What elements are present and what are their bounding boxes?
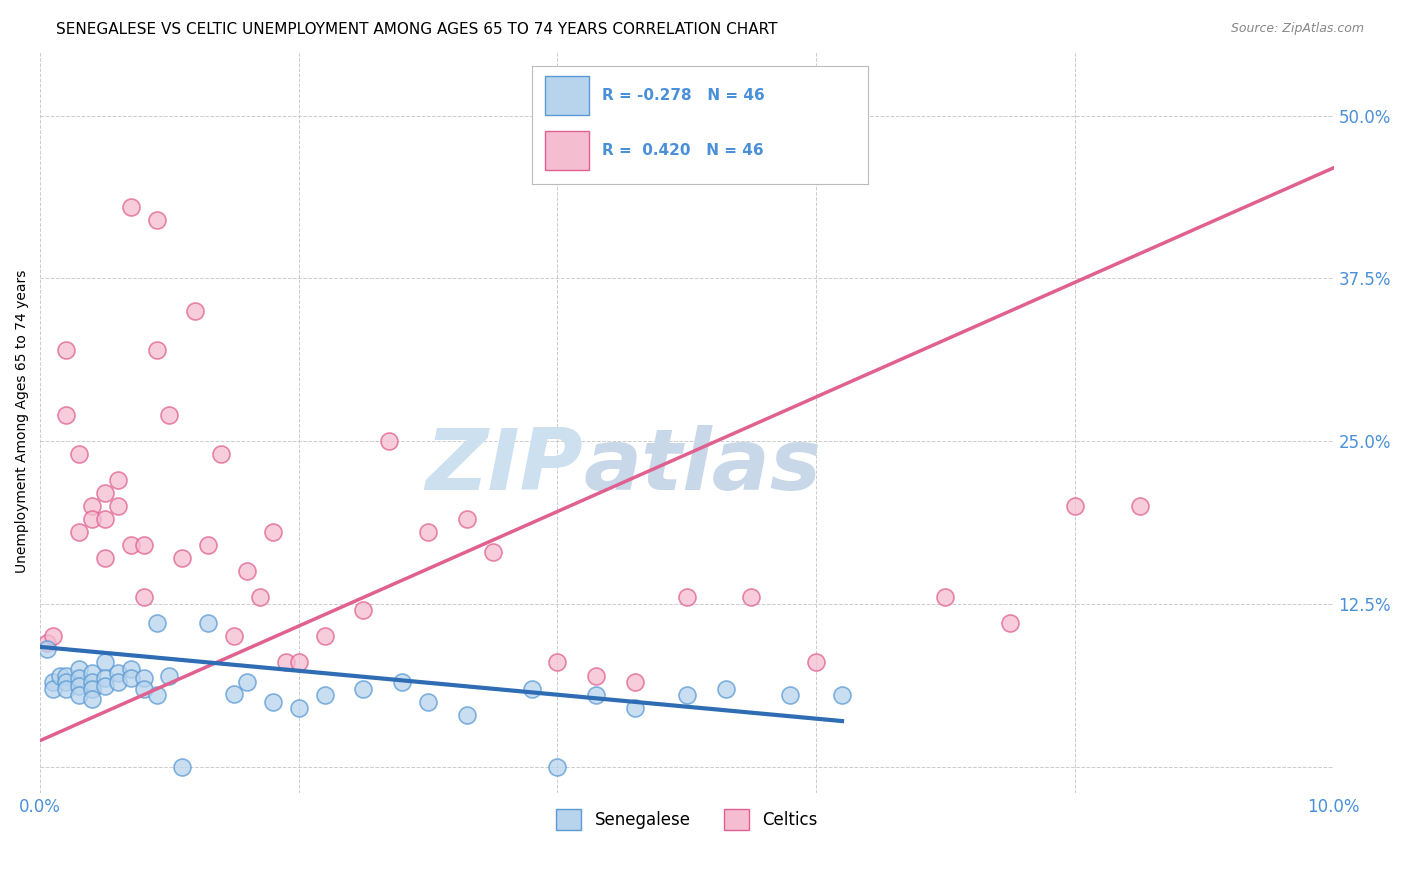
Point [172,551,194,566]
Point [456,512,478,526]
Point [288,701,311,715]
Point [1063,500,1085,514]
Point [391,675,413,690]
Point [67,525,90,540]
Point [262,694,284,708]
Point [67,679,90,693]
Point [80,675,103,690]
Point [55,675,77,690]
Point [55,681,77,696]
Point [80,500,103,514]
Point [585,668,607,682]
Point [107,500,129,514]
Point [998,616,1021,631]
Point [120,538,142,552]
Point [224,630,246,644]
Point [314,688,336,702]
Point [120,671,142,685]
Point [107,473,129,487]
Point [80,665,103,680]
Point [1128,500,1150,514]
Point [42,630,65,644]
Point [546,656,568,670]
Point [120,662,142,676]
Point [831,688,853,702]
Point [353,603,375,617]
Point [67,671,90,685]
Point [120,200,142,214]
Point [159,668,181,682]
Point [132,538,155,552]
Text: Source: ZipAtlas.com: Source: ZipAtlas.com [1230,22,1364,36]
Point [42,675,65,690]
Point [35,642,58,657]
Point [145,343,167,357]
Text: atlas: atlas [583,425,821,508]
Point [481,545,503,559]
Point [353,681,375,696]
Point [714,681,737,696]
Point [94,656,117,670]
Text: SENEGALESE VS CELTIC UNEMPLOYMENT AMONG AGES 65 TO 74 YEARS CORRELATION CHART: SENEGALESE VS CELTIC UNEMPLOYMENT AMONG … [56,22,778,37]
Point [288,656,311,670]
Point [624,701,647,715]
Point [67,447,90,461]
Point [55,668,77,682]
Point [80,681,103,696]
Point [624,675,647,690]
Point [107,675,129,690]
Point [145,213,167,227]
Point [262,525,284,540]
Point [132,681,155,696]
Point [249,591,271,605]
Point [42,681,65,696]
Point [675,591,697,605]
Point [172,759,194,773]
Point [236,565,259,579]
Point [197,538,219,552]
Point [546,759,568,773]
Point [159,408,181,422]
Point [740,591,762,605]
Point [804,656,827,670]
Point [80,512,103,526]
Point [236,675,259,690]
Point [224,687,246,701]
Point [94,671,117,685]
Point [197,616,219,631]
Point [55,408,77,422]
Y-axis label: Unemployment Among Ages 65 to 74 years: Unemployment Among Ages 65 to 74 years [15,270,30,574]
Point [675,688,697,702]
Point [94,512,117,526]
Point [80,692,103,706]
Point [934,591,956,605]
Point [378,434,401,449]
Legend: Senegalese, Celtics: Senegalese, Celtics [550,803,824,837]
Point [520,681,543,696]
Point [585,688,607,702]
Point [779,688,801,702]
Point [145,688,167,702]
Point [48,668,70,682]
Point [132,671,155,685]
Point [418,694,440,708]
Point [418,525,440,540]
Point [67,662,90,676]
Point [209,447,232,461]
Point [94,679,117,693]
Point [145,616,167,631]
Point [94,551,117,566]
Point [107,665,129,680]
Point [314,630,336,644]
Text: ZIP: ZIP [426,425,583,508]
Point [132,591,155,605]
Point [94,486,117,500]
Point [35,636,58,650]
Point [274,656,297,670]
Point [184,304,207,318]
Point [67,688,90,702]
Point [456,707,478,722]
Point [55,343,77,357]
